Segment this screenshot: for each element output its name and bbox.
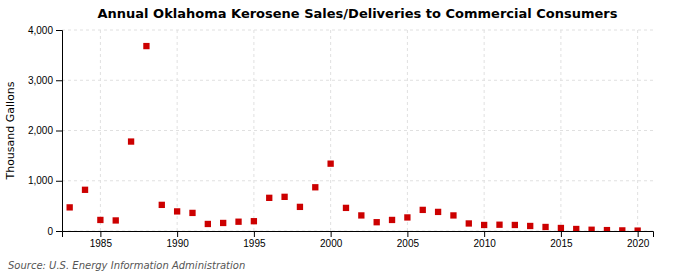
tick-mark <box>100 231 101 237</box>
tick-label: 1995 <box>243 238 266 249</box>
tick: 2,000 <box>28 125 62 136</box>
point <box>159 202 165 208</box>
tick: 0 <box>47 226 62 237</box>
tick-mark <box>56 131 62 132</box>
point <box>143 43 149 49</box>
tick-mark <box>56 231 62 232</box>
point <box>343 205 349 211</box>
grid-line <box>330 30 331 231</box>
tick: 2015 <box>550 231 573 249</box>
chart: 1985 1990 1995 2000 2005 2010 2015 2020 0 1,000 2,… <box>0 0 675 275</box>
tick-mark <box>56 80 62 81</box>
grid <box>62 30 653 231</box>
point <box>404 214 410 220</box>
point <box>205 221 211 227</box>
tick: 2000 <box>320 231 343 249</box>
point <box>588 227 594 231</box>
grid-line <box>62 80 653 81</box>
title: Annual Oklahoma Kerosene Sales/Deliverie… <box>98 6 618 21</box>
point <box>67 204 73 210</box>
tick-label: 2010 <box>474 238 497 249</box>
tick-mark <box>407 231 408 237</box>
tick-label: 1,000 <box>28 175 53 186</box>
point <box>312 184 318 190</box>
point <box>374 219 380 225</box>
tick-label: 0 <box>47 226 53 237</box>
point <box>558 225 564 231</box>
point <box>358 212 364 218</box>
x-axis: 1985 1990 1995 2000 2005 2010 2015 2020 <box>63 231 654 249</box>
point <box>82 187 88 193</box>
axis-line <box>56 31 63 232</box>
point <box>527 223 533 229</box>
point <box>128 138 134 144</box>
point <box>619 227 625 231</box>
annotation: Source: U.S. Energy Information Administ… <box>8 260 245 271</box>
tick-label: 2000 <box>320 238 343 249</box>
point <box>327 161 333 167</box>
grid-line <box>62 30 653 31</box>
tick-mark <box>638 231 639 237</box>
point <box>466 220 472 226</box>
tick-mark <box>56 30 62 31</box>
point <box>174 208 180 214</box>
point <box>542 224 548 230</box>
tick-mark <box>331 231 332 237</box>
grid-line <box>62 130 653 131</box>
tick-mark <box>177 231 178 237</box>
tick-label: 2,000 <box>28 125 53 136</box>
point <box>435 209 441 215</box>
tick: 3,000 <box>28 75 62 86</box>
tick-label: 3,000 <box>28 75 53 86</box>
tick: 1985 <box>90 231 113 249</box>
y-axis: 0 1,000 2,000 3,000 4,000 <box>28 25 63 237</box>
point <box>297 204 303 210</box>
tick-label: 2005 <box>397 238 420 249</box>
point <box>450 212 456 218</box>
tick-mark <box>561 231 562 237</box>
grid-line <box>637 30 638 231</box>
plot: 1985 1990 1995 2000 2005 2010 2015 2020 0 1,000 2,… <box>28 25 654 249</box>
tick: 2010 <box>474 231 497 249</box>
grid-line <box>62 180 653 181</box>
point <box>266 195 272 201</box>
point <box>389 217 395 223</box>
tick-label: 2015 <box>550 238 573 249</box>
tick: 1,000 <box>28 175 62 186</box>
point <box>604 227 610 231</box>
tick: 4,000 <box>28 25 62 36</box>
point <box>251 218 257 224</box>
tick: 1995 <box>243 231 266 249</box>
axis-line <box>63 232 654 238</box>
point <box>97 217 103 223</box>
tick: 1990 <box>167 231 190 249</box>
grid-line <box>407 30 408 231</box>
point <box>634 227 640 231</box>
point <box>512 222 518 228</box>
tick-mark <box>254 231 255 237</box>
tick-label: 1985 <box>90 238 113 249</box>
point <box>220 220 226 226</box>
tick-mark <box>484 231 485 237</box>
tick: 2020 <box>627 231 650 249</box>
point <box>481 222 487 228</box>
point <box>189 210 195 216</box>
tick-label: 1990 <box>167 238 190 249</box>
tick-label: 4,000 <box>28 25 53 36</box>
y-axis-title: Thousand Gallons <box>4 81 17 180</box>
tick-mark <box>56 181 62 182</box>
tick: 2005 <box>397 231 420 249</box>
point <box>573 226 579 231</box>
point <box>113 217 119 223</box>
tick-label: 2020 <box>627 238 650 249</box>
point <box>281 194 287 200</box>
point <box>235 219 241 225</box>
points <box>67 43 641 231</box>
point <box>420 207 426 213</box>
point <box>496 222 502 228</box>
